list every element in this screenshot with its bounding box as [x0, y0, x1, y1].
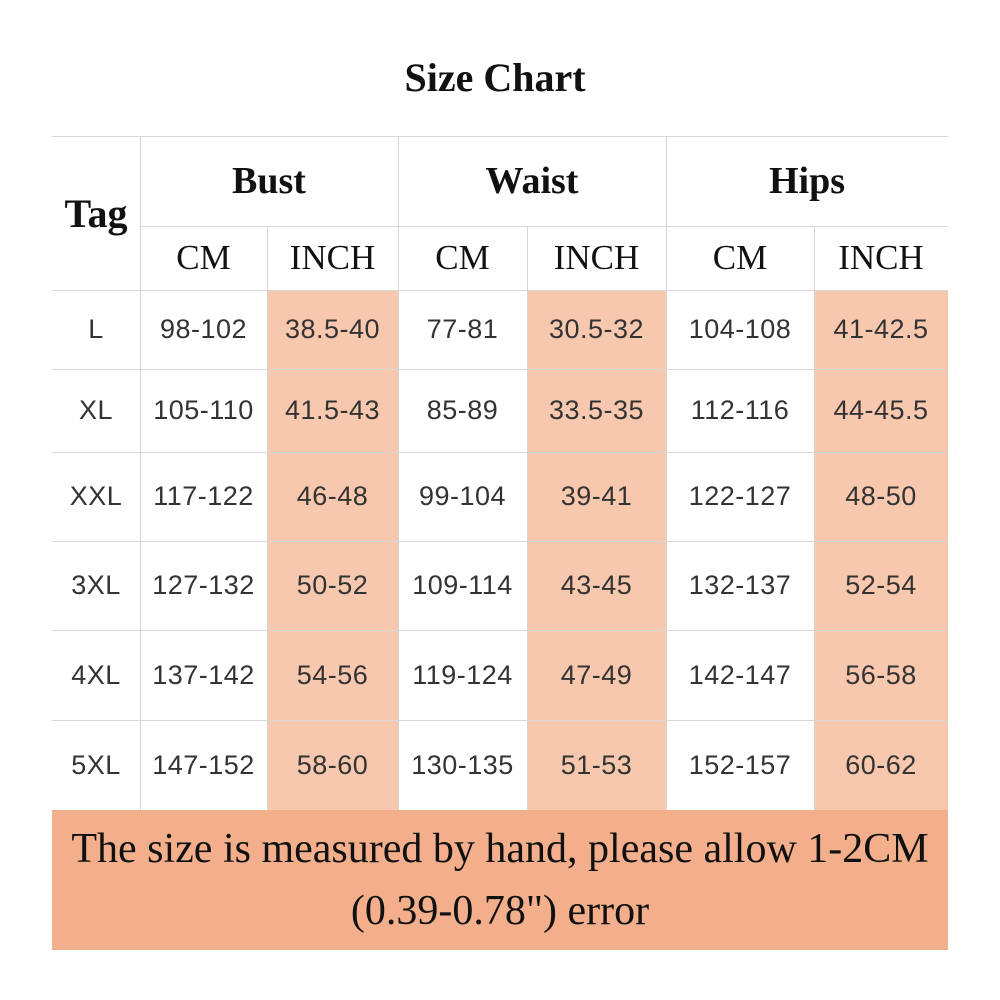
inch-column-shade — [814, 290, 948, 810]
grid-line — [140, 136, 141, 810]
grid-line — [52, 720, 948, 721]
measurement-cell: 56-58 — [845, 659, 917, 690]
unit-header-waist-cm: CM — [435, 238, 490, 277]
grid-line — [52, 369, 948, 370]
measurement-cell: 41.5-43 — [284, 395, 381, 425]
size-tag-cell: XL — [78, 395, 114, 425]
measurement-cell: 77-81 — [426, 314, 499, 344]
tag-header: Tag — [64, 190, 128, 236]
measurement-note: The size is measured by hand, please all… — [52, 810, 948, 950]
measurement-cell: 60-62 — [845, 749, 917, 780]
measurement-cell: 58-60 — [296, 749, 369, 780]
grid-line — [52, 452, 948, 453]
grid-line — [52, 290, 948, 291]
measurement-cell: 152-157 — [688, 749, 792, 780]
size-chart-table: The size is measured by hand, please all… — [52, 136, 948, 950]
grid-line — [267, 226, 268, 810]
measurement-cell: 104-108 — [688, 314, 792, 344]
size-tag-cell: 3XL — [71, 570, 121, 600]
grid-line — [398, 136, 399, 810]
size-tag-cell: 4XL — [71, 659, 121, 690]
grid-line — [52, 136, 948, 137]
measurement-cell: 147-152 — [152, 749, 255, 780]
measurement-cell: 38.5-40 — [284, 314, 381, 344]
measurement-cell: 54-56 — [296, 659, 369, 690]
measurement-cell: 33.5-35 — [548, 395, 645, 425]
page-title: Size Chart — [404, 55, 586, 100]
group-header-bust: Bust — [232, 160, 306, 202]
measurement-cell: 39-41 — [560, 481, 633, 511]
unit-header-bust-cm: CM — [176, 238, 231, 277]
measurement-cell: 47-49 — [560, 659, 633, 690]
measurement-cell: 43-45 — [560, 570, 633, 600]
measurement-cell: 46-48 — [296, 481, 369, 511]
measurement-cell: 127-132 — [152, 570, 255, 600]
group-header-hips: Hips — [768, 160, 846, 202]
grid-line — [52, 630, 948, 631]
unit-header-hips-cm: CM — [712, 238, 768, 277]
measurement-cell: 130-135 — [411, 749, 514, 780]
measurement-cell: 105-110 — [153, 395, 254, 425]
size-tag-cell: XXL — [69, 481, 123, 511]
measurement-cell: 117-122 — [153, 481, 254, 511]
measurement-note-text: The size is measured by hand, please all… — [71, 826, 929, 934]
measurement-cell: 98-102 — [159, 314, 248, 344]
measurement-cell: 142-147 — [688, 659, 792, 690]
measurement-cell: 122-127 — [688, 481, 792, 511]
unit-header-bust-inch: INCH — [289, 238, 376, 277]
measurement-cell: 48-50 — [845, 481, 917, 511]
measurement-cell: 44-45.5 — [833, 395, 929, 425]
measurement-cell: 52-54 — [845, 570, 917, 600]
measurement-cell: 50-52 — [296, 570, 369, 600]
measurement-cell: 132-137 — [688, 570, 792, 600]
measurement-cell: 109-114 — [412, 570, 513, 600]
measurement-cell: 85-89 — [426, 395, 499, 425]
unit-header-hips-inch: INCH — [838, 238, 924, 277]
unit-header-waist-inch: INCH — [553, 238, 640, 277]
grid-line — [527, 226, 528, 810]
inch-column-shade — [267, 290, 398, 810]
size-tag-cell: L — [88, 314, 104, 344]
measurement-cell: 119-124 — [412, 659, 513, 690]
measurement-cell: 51-53 — [560, 749, 633, 780]
measurement-cell: 30.5-32 — [548, 314, 645, 344]
measurement-cell: 41-42.5 — [833, 314, 929, 344]
measurement-cell: 137-142 — [152, 659, 255, 690]
grid-line — [140, 226, 948, 227]
inch-column-shade — [527, 290, 666, 810]
measurement-cell: 112-116 — [690, 395, 790, 425]
size-tag-cell: 5XL — [71, 749, 121, 780]
grid-line — [666, 136, 667, 810]
group-header-waist: Waist — [485, 160, 579, 202]
grid-line — [814, 226, 815, 810]
grid-line — [52, 541, 948, 542]
measurement-cell: 99-104 — [418, 481, 507, 511]
